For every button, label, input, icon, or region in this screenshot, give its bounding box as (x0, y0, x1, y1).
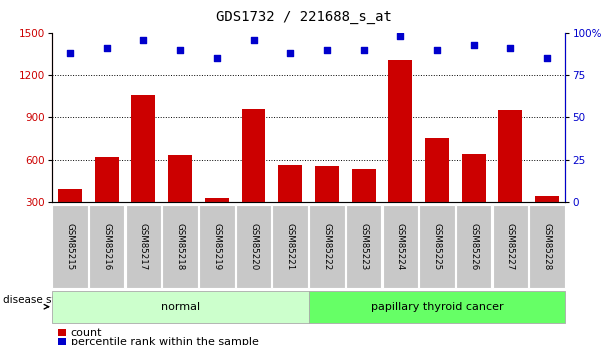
Text: GSM85227: GSM85227 (506, 223, 515, 270)
Point (212, 55, 222, 61)
Bar (499, 110, 522, 202)
Text: GSM85217: GSM85217 (139, 223, 148, 270)
Bar (168, 155, 192, 202)
Text: GSM85220: GSM85220 (249, 223, 258, 270)
Point (432, 47, 442, 52)
Bar (535, 196, 559, 202)
Text: GSM85216: GSM85216 (102, 223, 111, 270)
Bar (315, 166, 339, 202)
Text: GSM85215: GSM85215 (66, 223, 75, 270)
Text: GSM85221: GSM85221 (286, 223, 295, 270)
Point (505, 45, 515, 51)
Point (322, 47, 332, 52)
Bar (241, 109, 266, 202)
Bar (131, 95, 156, 202)
Text: GSM85228: GSM85228 (542, 223, 551, 270)
Text: GSM85223: GSM85223 (359, 223, 368, 270)
Point (175, 47, 185, 52)
Text: GSM85218: GSM85218 (176, 223, 185, 270)
Text: GSM85226: GSM85226 (469, 223, 478, 270)
Point (285, 50, 295, 56)
Text: count: count (71, 328, 102, 337)
Text: GSM85222: GSM85222 (322, 223, 331, 270)
Bar (205, 198, 229, 202)
Point (249, 37, 258, 42)
Text: GSM85224: GSM85224 (396, 223, 405, 270)
Bar (389, 60, 412, 202)
Point (65, 50, 75, 56)
Bar (95, 157, 119, 202)
Point (542, 55, 552, 61)
Point (102, 45, 112, 51)
Text: GSM85219: GSM85219 (212, 223, 221, 270)
Text: papillary thyroid cancer: papillary thyroid cancer (371, 302, 503, 312)
Point (139, 37, 148, 42)
Bar (461, 154, 486, 202)
Point (395, 33, 405, 39)
Point (469, 42, 478, 47)
Bar (58, 189, 82, 202)
Text: GDS1732 / 221688_s_at: GDS1732 / 221688_s_at (216, 10, 392, 24)
Bar (425, 138, 449, 202)
Text: normal: normal (161, 302, 199, 312)
Bar (351, 169, 376, 202)
Text: percentile rank within the sample: percentile rank within the sample (71, 337, 258, 345)
Bar (278, 165, 302, 202)
Text: disease state: disease state (3, 295, 72, 305)
Text: GSM85225: GSM85225 (432, 223, 441, 270)
Point (359, 47, 368, 52)
